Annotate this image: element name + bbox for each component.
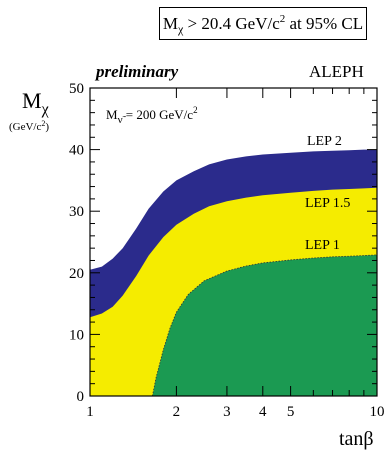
- preliminary-label: preliminary: [96, 62, 179, 81]
- x-tick-label: 10: [370, 404, 385, 420]
- y-tick-label: 10: [69, 327, 84, 343]
- x-tick-label: 5: [287, 404, 295, 420]
- plot-border: [89, 87, 378, 397]
- y-tick-label: 50: [69, 81, 84, 97]
- band-group: [90, 149, 378, 397]
- series-label-lep-1-5: LEP 1.5: [305, 196, 350, 211]
- plot-frame: [89, 87, 378, 397]
- x-tick-label: 2: [173, 404, 181, 420]
- y-axis-label: Mχ: [22, 88, 49, 118]
- y-tick-label: 0: [77, 389, 85, 405]
- series-label-lep-1: LEP 1: [305, 238, 340, 253]
- band-lep-1: [152, 254, 377, 396]
- y-tick-label: 40: [69, 143, 84, 159]
- label-group: 0 10 20 30 40 50 1 2 3 4 5 10 LEP 2 LEP 1.5 LEP 1: [69, 81, 385, 420]
- tick-group: [89, 87, 378, 397]
- series-label-lep-2: LEP 2: [307, 134, 342, 149]
- lep1-boundary: [152, 254, 378, 397]
- x-tick-label: 3: [223, 404, 231, 420]
- experiment-label: ALEPH: [309, 62, 364, 81]
- y-tick-label: 20: [69, 266, 84, 282]
- limit-banner: Mχ > 20.4 GeV/c2 at 95% CL: [159, 7, 367, 40]
- x-tick-label: 4: [259, 404, 267, 420]
- x-axis-label: tanβ: [339, 428, 374, 450]
- x-tick-label: 1: [86, 404, 94, 420]
- y-axis-unit: (GeV/c2): [9, 119, 50, 134]
- y-tick-label: 30: [69, 204, 84, 220]
- sneutrino-mass-note: Mν̃ = 200 GeV/c2: [106, 105, 198, 126]
